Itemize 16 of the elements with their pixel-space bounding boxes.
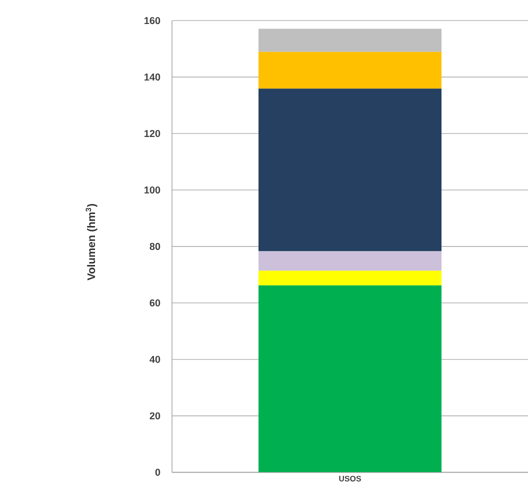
y-axis-title: Volumen (hm$^{3}$) <box>86 204 98 280</box>
y-tick-label: 140 <box>144 74 160 81</box>
y-tick-label: 100 <box>144 186 160 194</box>
bar <box>258 270 442 286</box>
y-tick-label: 20 <box>150 412 160 420</box>
y-tick-label: 60 <box>150 299 160 306</box>
bar <box>258 285 442 472</box>
y-tick-label: 120 <box>144 130 160 138</box>
bar <box>258 28 442 52</box>
y-tick-label: 0 <box>155 468 160 476</box>
bar <box>258 251 442 271</box>
y-tick-label: 40 <box>150 356 160 363</box>
y-tick-label: 80 <box>150 242 160 250</box>
bar <box>258 52 442 89</box>
bar <box>258 88 442 252</box>
y-tick-label: 160 <box>144 17 160 24</box>
